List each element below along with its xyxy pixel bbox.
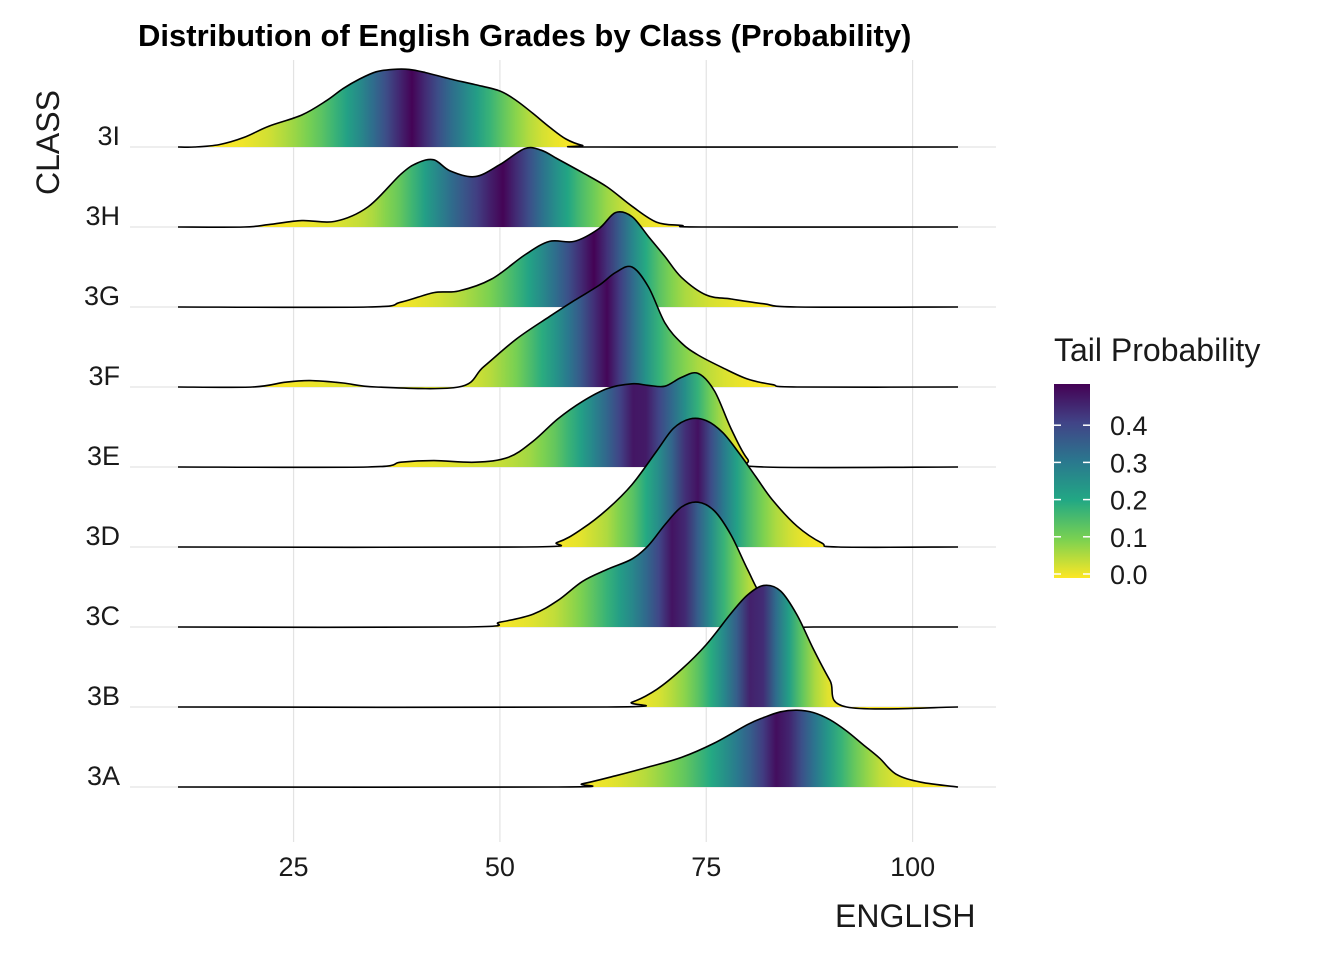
ridge-outline-3E (177, 371, 959, 469)
y-tick-label: 3I (97, 121, 120, 151)
ridge-area-3B (178, 585, 958, 709)
y-tick-label: 3F (88, 361, 120, 391)
axes: 3A 3B 3C 3D 3E 3F 3G 3H 3I 25 50 75 100 (84, 121, 935, 882)
y-tick-label: 3B (87, 681, 120, 711)
ridge-area-3A (178, 710, 958, 788)
x-tick-label: 50 (485, 852, 515, 882)
legend-tick-label: 0.0 (1110, 560, 1148, 590)
ridge-outline-3A (177, 709, 959, 789)
ridge-outline-3B (177, 584, 959, 710)
ridge-outline-3F (177, 265, 959, 390)
ridge-outline-3G (177, 211, 959, 309)
ridge-area-3H (178, 147, 958, 228)
ridges (177, 68, 959, 789)
chart-title: Distribution of English Grades by Class … (138, 18, 912, 53)
y-tick-label: 3H (85, 201, 120, 231)
legend-tick-label: 0.4 (1110, 411, 1148, 441)
x-axis-label: ENGLISH (835, 898, 976, 934)
x-tick-label: 100 (890, 852, 935, 882)
x-tick-label: 25 (279, 852, 309, 882)
x-tick-label: 75 (691, 852, 721, 882)
legend-tick-label: 0.3 (1110, 448, 1148, 478)
y-axis-label: CLASS (30, 90, 66, 195)
ridge-area-3F (178, 266, 958, 389)
legend-colorbar (1054, 384, 1090, 578)
ridge-area-3D (178, 418, 958, 548)
y-tick-label: 3G (84, 281, 120, 311)
legend: 0.0 0.1 0.2 0.3 0.4 (1054, 384, 1148, 590)
ridge-area-3I (178, 69, 958, 148)
legend-title: Tail Probability (1054, 332, 1261, 368)
ridge-area-3C (178, 502, 958, 629)
y-tick-label: 3A (87, 761, 120, 791)
ridge-area-3E (178, 372, 958, 468)
y-tick-label: 3E (87, 441, 120, 471)
legend-tick-label: 0.1 (1110, 523, 1148, 553)
y-tick-label: 3D (85, 521, 120, 551)
y-tick-label: 3C (85, 601, 120, 631)
ridge-outline-3I (177, 68, 959, 148)
ridge-outline-3H (177, 146, 959, 228)
legend-tick-label: 0.2 (1110, 486, 1148, 516)
ridge-area-3G (178, 211, 958, 308)
ridge-outline-3D (177, 417, 959, 549)
